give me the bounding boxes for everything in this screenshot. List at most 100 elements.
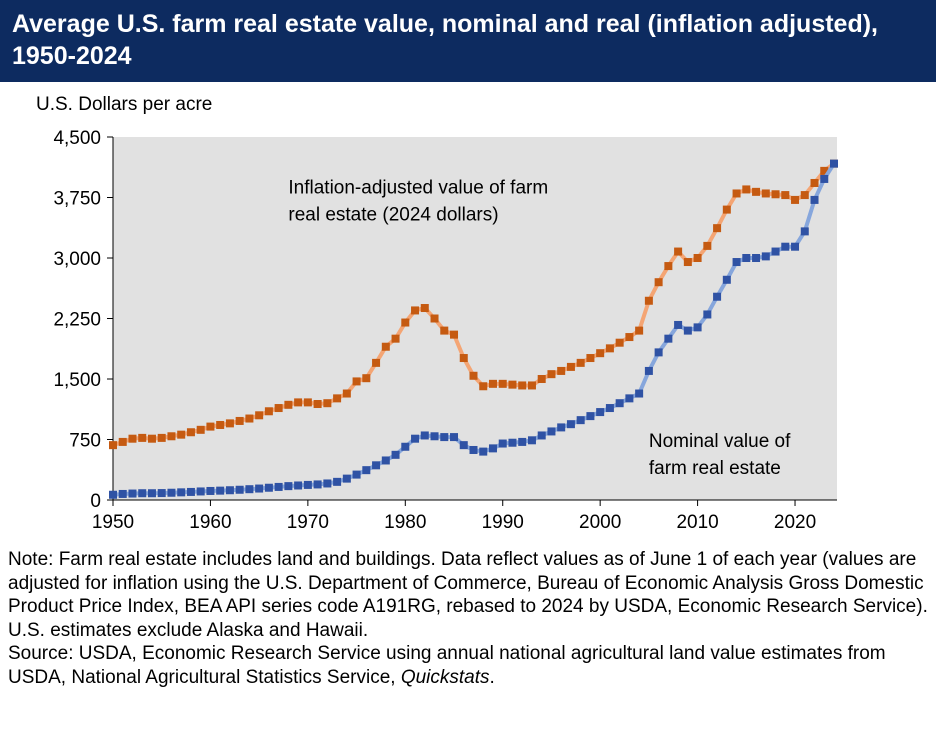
- point: [674, 247, 683, 256]
- point: [118, 489, 127, 498]
- point: [294, 398, 303, 407]
- point: [644, 296, 653, 305]
- point: [313, 400, 322, 409]
- x-tick-label: 2000: [579, 512, 621, 533]
- point: [245, 485, 254, 494]
- point: [225, 419, 234, 428]
- point: [352, 377, 361, 386]
- point: [450, 433, 459, 442]
- y-tick-label: 750: [69, 431, 101, 452]
- point: [547, 370, 556, 379]
- point: [235, 485, 244, 494]
- point: [206, 486, 215, 495]
- source-italic: Quickstats: [400, 666, 490, 688]
- point: [771, 247, 780, 256]
- point: [615, 399, 624, 408]
- point: [498, 439, 507, 448]
- point: [635, 326, 644, 335]
- annotation: Inflation-adjusted value of farm: [288, 177, 548, 198]
- y-tick-label: 2,250: [53, 310, 101, 331]
- point: [196, 425, 205, 434]
- x-tick-label: 2010: [676, 512, 718, 533]
- point: [761, 189, 770, 198]
- point: [732, 189, 741, 198]
- point: [557, 366, 566, 375]
- point: [800, 227, 809, 236]
- point: [216, 420, 225, 429]
- y-tick-label: 1,500: [53, 370, 101, 391]
- point: [411, 434, 420, 443]
- point: [362, 466, 371, 475]
- point: [469, 371, 478, 380]
- point: [664, 262, 673, 271]
- point: [430, 432, 439, 441]
- point: [459, 441, 468, 450]
- point: [245, 414, 254, 423]
- point: [235, 416, 244, 425]
- point: [381, 342, 390, 351]
- point: [372, 358, 381, 367]
- point: [255, 411, 264, 420]
- point: [255, 484, 264, 493]
- plot-area: [113, 137, 837, 500]
- point: [391, 450, 400, 459]
- point: [264, 407, 273, 416]
- point: [206, 422, 215, 431]
- point: [488, 444, 497, 453]
- point: [450, 330, 459, 339]
- point: [274, 404, 283, 413]
- point: [566, 362, 575, 371]
- x-tick-label: 1990: [482, 512, 524, 533]
- point: [820, 174, 829, 183]
- point: [479, 382, 488, 391]
- point: [342, 389, 351, 398]
- point: [381, 456, 390, 465]
- point: [498, 379, 507, 388]
- point: [635, 389, 644, 398]
- y-axis-label: U.S. Dollars per acre: [36, 94, 212, 115]
- chart: U.S. Dollars per acre 0 750 1,500 2,250 3,000…: [36, 94, 838, 533]
- point: [138, 489, 147, 498]
- point: [761, 252, 770, 261]
- point: [323, 479, 332, 488]
- point: [605, 404, 614, 413]
- point: [703, 310, 712, 319]
- point: [420, 431, 429, 440]
- point: [186, 428, 195, 437]
- point: [625, 394, 634, 403]
- point: [430, 314, 439, 323]
- point: [586, 354, 595, 363]
- point: [186, 487, 195, 496]
- point: [479, 447, 488, 456]
- point: [323, 399, 332, 408]
- point: [830, 159, 838, 168]
- point: [683, 258, 692, 267]
- point: [264, 483, 273, 492]
- point: [752, 254, 761, 262]
- point: [401, 442, 410, 451]
- point: [693, 323, 702, 332]
- point: [167, 432, 176, 441]
- point: [118, 437, 127, 446]
- source-text: Source: USDA, Economic Research Service …: [8, 643, 886, 688]
- point: [674, 320, 683, 329]
- point: [440, 326, 449, 335]
- source: Source: USDA, Economic Research Service …: [8, 642, 928, 689]
- point: [391, 334, 400, 343]
- point: [781, 191, 790, 200]
- point: [654, 278, 663, 287]
- point: [537, 375, 546, 383]
- point: [615, 338, 624, 347]
- point: [167, 488, 176, 497]
- point: [284, 400, 293, 409]
- point: [644, 366, 653, 375]
- point: [654, 348, 663, 357]
- point: [401, 318, 410, 327]
- point: [128, 434, 137, 443]
- point: [742, 185, 751, 194]
- point: [196, 487, 205, 496]
- point: [411, 306, 420, 315]
- point: [732, 258, 741, 267]
- x-tick-label: 1960: [189, 512, 231, 533]
- point: [771, 190, 780, 199]
